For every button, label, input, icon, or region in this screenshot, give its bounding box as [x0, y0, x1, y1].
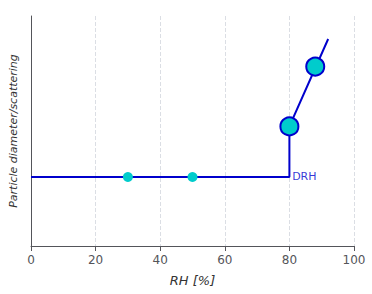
svg-text:80: 80	[282, 253, 297, 267]
svg-text:60: 60	[217, 253, 232, 267]
svg-text:0: 0	[27, 253, 35, 267]
svg-text:40: 40	[153, 253, 168, 267]
svg-text:Particle diameter/scattering: Particle diameter/scattering	[7, 54, 20, 208]
svg-text:DRH: DRH	[292, 170, 316, 183]
svg-text:100: 100	[343, 253, 366, 267]
svg-text:20: 20	[88, 253, 103, 267]
svg-text:RH [%]: RH [%]	[170, 273, 215, 288]
